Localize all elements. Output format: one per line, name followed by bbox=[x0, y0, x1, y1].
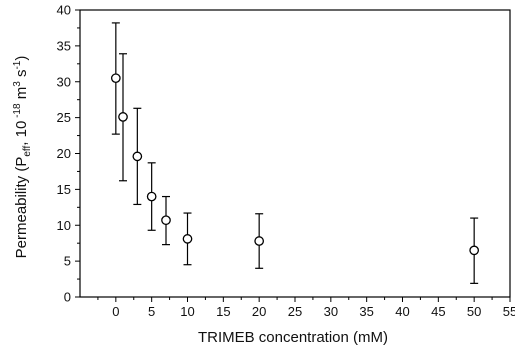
y-tick-label: 10 bbox=[57, 218, 71, 233]
data-marker bbox=[254, 236, 265, 246]
data-marker bbox=[161, 215, 171, 226]
y-tick-label: 35 bbox=[57, 38, 71, 53]
x-tick-label: 20 bbox=[252, 304, 266, 319]
y-axis-label: Permeability (Peff, 10 -18 m3 s-1) bbox=[12, 56, 33, 259]
data-point bbox=[118, 53, 128, 182]
y-tick-label: 20 bbox=[57, 146, 71, 161]
data-point bbox=[110, 22, 121, 135]
x-tick-label: 35 bbox=[359, 304, 373, 319]
y-label-superscript: -1 bbox=[12, 60, 23, 69]
y-label-text: s bbox=[13, 70, 30, 82]
y-label-text: , 10 bbox=[13, 121, 30, 146]
y-tick-label: 15 bbox=[57, 182, 71, 197]
axes: 0 5 10 15 20 25 30 35 40 45 50 55 0 5 10 15 20 25 30 35 40 bbox=[57, 3, 515, 320]
x-tick-label: 5 bbox=[148, 304, 155, 319]
data-marker bbox=[110, 73, 121, 84]
data-point bbox=[132, 107, 143, 206]
y-label-text: Permeability (P bbox=[13, 157, 30, 259]
y-tick-label: 25 bbox=[57, 110, 71, 125]
data-marker bbox=[469, 245, 480, 256]
x-tick-label: 10 bbox=[180, 304, 194, 319]
data-marker bbox=[132, 151, 143, 162]
x-tick-label: 15 bbox=[216, 304, 230, 319]
x-tick-label: 30 bbox=[324, 304, 338, 319]
y-tick-label: 5 bbox=[64, 254, 71, 269]
y-label-text: ) bbox=[13, 56, 30, 61]
x-tick-label: 25 bbox=[288, 304, 302, 319]
data-point bbox=[146, 162, 157, 231]
data-marker bbox=[182, 234, 193, 244]
x-tick-label: 55 bbox=[503, 304, 515, 319]
x-axis-label: TRIMEB concentration (mM) bbox=[198, 329, 388, 346]
y-label-superscript: 3 bbox=[12, 81, 23, 87]
x-tick-label: 40 bbox=[395, 304, 409, 319]
data-point bbox=[469, 217, 480, 284]
data-marker bbox=[146, 191, 157, 202]
y-label-subscript: eff bbox=[22, 145, 33, 156]
data-point bbox=[182, 212, 193, 266]
x-tick-label: 45 bbox=[431, 304, 445, 319]
data-point bbox=[254, 213, 265, 269]
y-label-text: m bbox=[13, 87, 30, 104]
y-tick-label: 30 bbox=[57, 74, 71, 89]
x-tick-label: 50 bbox=[467, 304, 481, 319]
data-marks bbox=[110, 22, 480, 284]
data-point bbox=[161, 195, 171, 246]
y-tick-label: 0 bbox=[64, 290, 71, 305]
plot-frame bbox=[79, 9, 511, 298]
y-label-superscript: -18 bbox=[12, 103, 23, 121]
y-tick-label: 40 bbox=[57, 3, 71, 18]
data-marker bbox=[118, 112, 128, 122]
x-tick-label: 0 bbox=[112, 304, 119, 319]
